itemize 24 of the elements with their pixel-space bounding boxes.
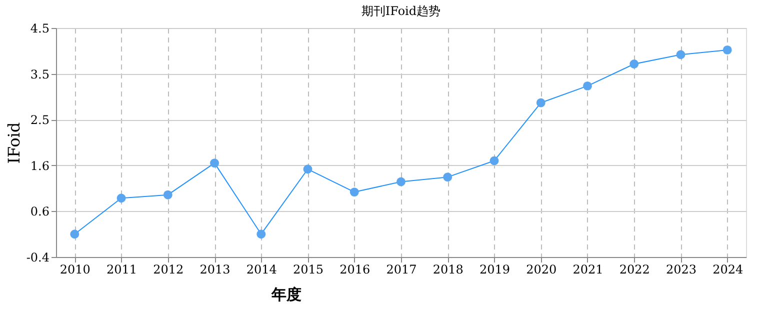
y-tick-label: 1.6 bbox=[30, 158, 50, 173]
x-tick-label: 2021 bbox=[572, 262, 604, 276]
y-tick-label: -0.4 bbox=[26, 250, 50, 264]
x-axis-title: 年度 bbox=[270, 286, 302, 304]
x-tick-label: 2017 bbox=[386, 262, 417, 276]
x-tick-label: 2015 bbox=[292, 262, 324, 276]
x-tick-label: 2011 bbox=[106, 262, 138, 276]
x-tick-label: 2014 bbox=[246, 262, 278, 276]
y-tick-label: 4.5 bbox=[30, 22, 50, 36]
y-tick-label: 3.5 bbox=[30, 67, 50, 82]
chart-title: 期刊IFoid趋势 bbox=[361, 4, 441, 18]
x-tick-label: 2019 bbox=[479, 262, 510, 276]
x-tick-label: 2018 bbox=[432, 262, 464, 276]
x-tick-label: 2016 bbox=[340, 262, 370, 276]
y-tick-label: 2.5 bbox=[30, 113, 50, 128]
x-tick-label: 2012 bbox=[153, 262, 184, 276]
x-tick-label: 2010 bbox=[60, 262, 90, 276]
x-tick-label: 2020 bbox=[526, 262, 557, 276]
y-axis-title: IFoid bbox=[4, 122, 24, 164]
x-tick-label: 2023 bbox=[666, 262, 697, 276]
x-tick-label: 2013 bbox=[200, 262, 230, 276]
x-tick-label: 2024 bbox=[712, 262, 744, 276]
x-tick-label: 2022 bbox=[619, 262, 650, 276]
y-tick-label: 0.6 bbox=[30, 204, 50, 219]
